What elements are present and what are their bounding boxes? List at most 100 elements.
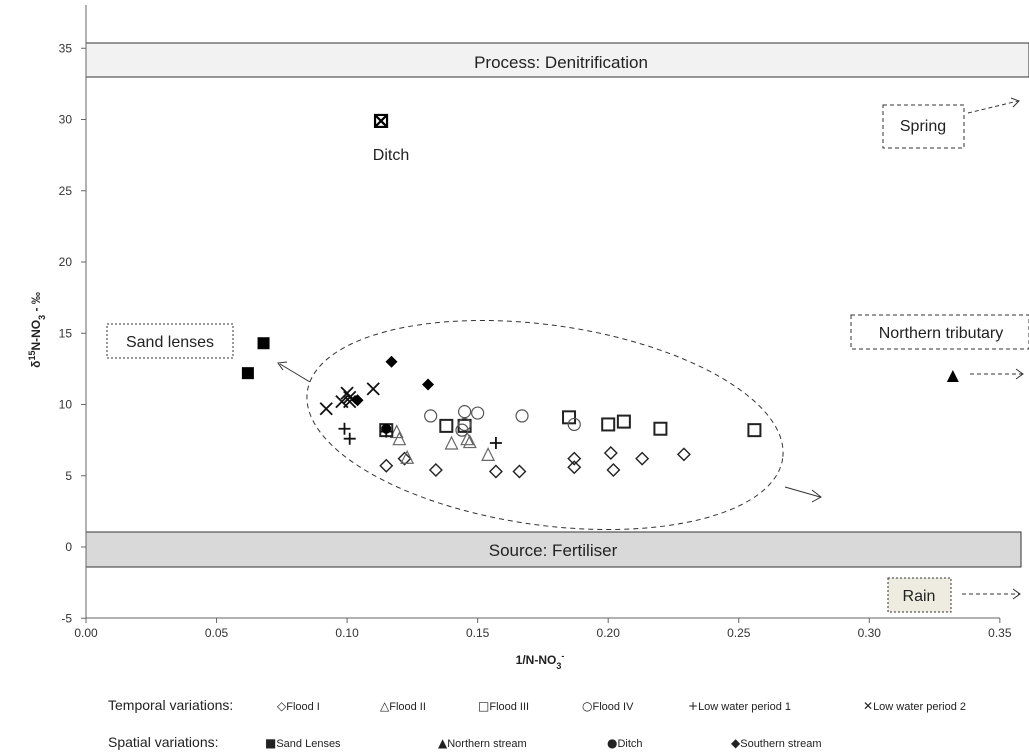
x-tick-label: 0.15 <box>466 626 490 640</box>
legend-temporal-title: Temporal variations: <box>108 697 233 713</box>
x-tick-label: 0.00 <box>74 626 98 640</box>
data-point <box>567 460 582 475</box>
legend-item: ✕Low water period 2 <box>863 699 966 713</box>
data-point <box>381 423 392 434</box>
legend-label: Southern stream <box>740 738 821 750</box>
legend-glyph: ◇ <box>277 699 287 713</box>
data-point <box>366 382 380 396</box>
data-point <box>343 395 357 409</box>
data-point <box>676 447 691 462</box>
rain-arrow-head <box>1012 588 1021 600</box>
data-point <box>338 422 351 435</box>
annotation-sand-lenses: Sand lenses <box>106 323 234 359</box>
y-tick-label: 20 <box>59 255 73 269</box>
legend-spatial: Spatial variations: ■Sand Lenses ▲Norther… <box>108 734 822 750</box>
x-tick-label: 0.35 <box>988 626 1012 640</box>
data-point <box>946 370 959 382</box>
spring-arrow-head <box>1010 97 1020 108</box>
legend-item: ■Sand Lenses <box>265 736 341 750</box>
legend-item: +Low water period 1 <box>688 699 791 713</box>
legend-item: ◇Flood I <box>277 699 320 713</box>
y-tick-label: 0 <box>65 540 72 554</box>
arrow-line <box>279 363 311 383</box>
legend-glyph: △ <box>380 699 390 713</box>
ditch-label: Ditch <box>373 147 409 164</box>
data-point <box>616 414 631 429</box>
data-point <box>373 113 389 129</box>
y-tick-label: 10 <box>59 398 73 412</box>
legend-item: ▲Northern stream <box>438 736 527 750</box>
legend-glyph: + <box>688 699 698 713</box>
band-denitrification-label: Process: Denitrification <box>474 53 648 72</box>
data-point <box>257 337 270 350</box>
data-point <box>653 421 668 436</box>
grouping-ellipse <box>306 319 784 531</box>
data-point <box>439 418 454 433</box>
legend-glyph: ✕ <box>863 699 873 713</box>
spring-arrow-line <box>967 100 1019 114</box>
data-point <box>444 435 459 450</box>
legend-label: Sand Lenses <box>276 738 341 750</box>
data-point <box>606 463 621 478</box>
northern-tributary-box <box>850 314 1029 350</box>
legend-label: Flood III <box>489 701 529 713</box>
band-fertiliser-rect <box>85 531 1022 568</box>
y-tick-label: 5 <box>65 469 72 483</box>
data-point <box>460 431 475 446</box>
band-fertiliser-label: Source: Fertiliser <box>489 541 618 560</box>
data-point <box>424 409 438 423</box>
data-point <box>351 394 364 407</box>
legend-glyph: ○ <box>582 699 592 713</box>
data-point <box>489 436 502 449</box>
data-point <box>481 447 496 461</box>
arrow-head <box>811 489 822 503</box>
y-tick-label: 25 <box>59 184 73 198</box>
sand-lenses-box <box>106 323 234 359</box>
arrow-head <box>277 361 288 371</box>
annotation-northern-tributary: Northern tributary <box>850 314 1029 380</box>
band-denitrification: Process: Denitrification <box>85 42 1029 78</box>
legend-label: Flood IV <box>592 701 634 713</box>
x-axis-title: 1/N-NO3- <box>516 651 565 671</box>
legend-label: Northern stream <box>447 738 526 750</box>
band-denitrification-rect <box>85 42 1029 78</box>
data-point <box>567 451 582 466</box>
data-point <box>601 417 616 432</box>
data-point <box>392 431 407 446</box>
data-point <box>385 355 398 368</box>
legend-spatial-items: ■Sand Lenses ▲Northern stream ●Ditch ◆South… <box>265 736 822 750</box>
data-point <box>747 423 762 438</box>
y-tick-label: 30 <box>59 113 73 127</box>
x-tick-label: 0.05 <box>205 626 229 640</box>
legend-item: ○Flood IV <box>582 699 634 713</box>
legend-label: Low water period 1 <box>698 701 791 713</box>
data-point <box>343 432 356 445</box>
data-point <box>462 434 477 449</box>
northern-tributary-label: Northern tributary <box>879 325 1004 342</box>
legend-item: ●Ditch <box>607 736 643 750</box>
x-tick-label: 0.10 <box>335 626 359 640</box>
legend-glyph: ▲ <box>438 736 448 750</box>
annotation-spring: Spring <box>882 97 1020 149</box>
x-tick-label: 0.20 <box>597 626 621 640</box>
legend-item: △Flood II <box>380 699 426 713</box>
data-point <box>400 449 415 464</box>
data-point <box>428 463 443 478</box>
legend-item: □Flood III <box>478 699 529 713</box>
data-point <box>603 445 618 460</box>
spring-box <box>882 104 965 149</box>
legend-label: Low water period 2 <box>873 701 966 713</box>
annotation-rain: Rain <box>887 577 1021 613</box>
legend-glyph: ● <box>607 736 617 750</box>
data-point <box>455 423 469 437</box>
data-point <box>512 464 527 479</box>
ellipse-arrow-right <box>784 486 822 503</box>
y-axis-title: δ15N-NO3 - ‰ <box>27 292 47 368</box>
data-point <box>515 409 529 423</box>
band-fertiliser: Source: Fertiliser <box>85 531 1022 568</box>
legend-glyph: ■ <box>265 736 276 750</box>
y-tick-label: -5 <box>61 611 72 625</box>
data-markers <box>241 113 959 479</box>
legend-label: Flood II <box>389 701 426 713</box>
